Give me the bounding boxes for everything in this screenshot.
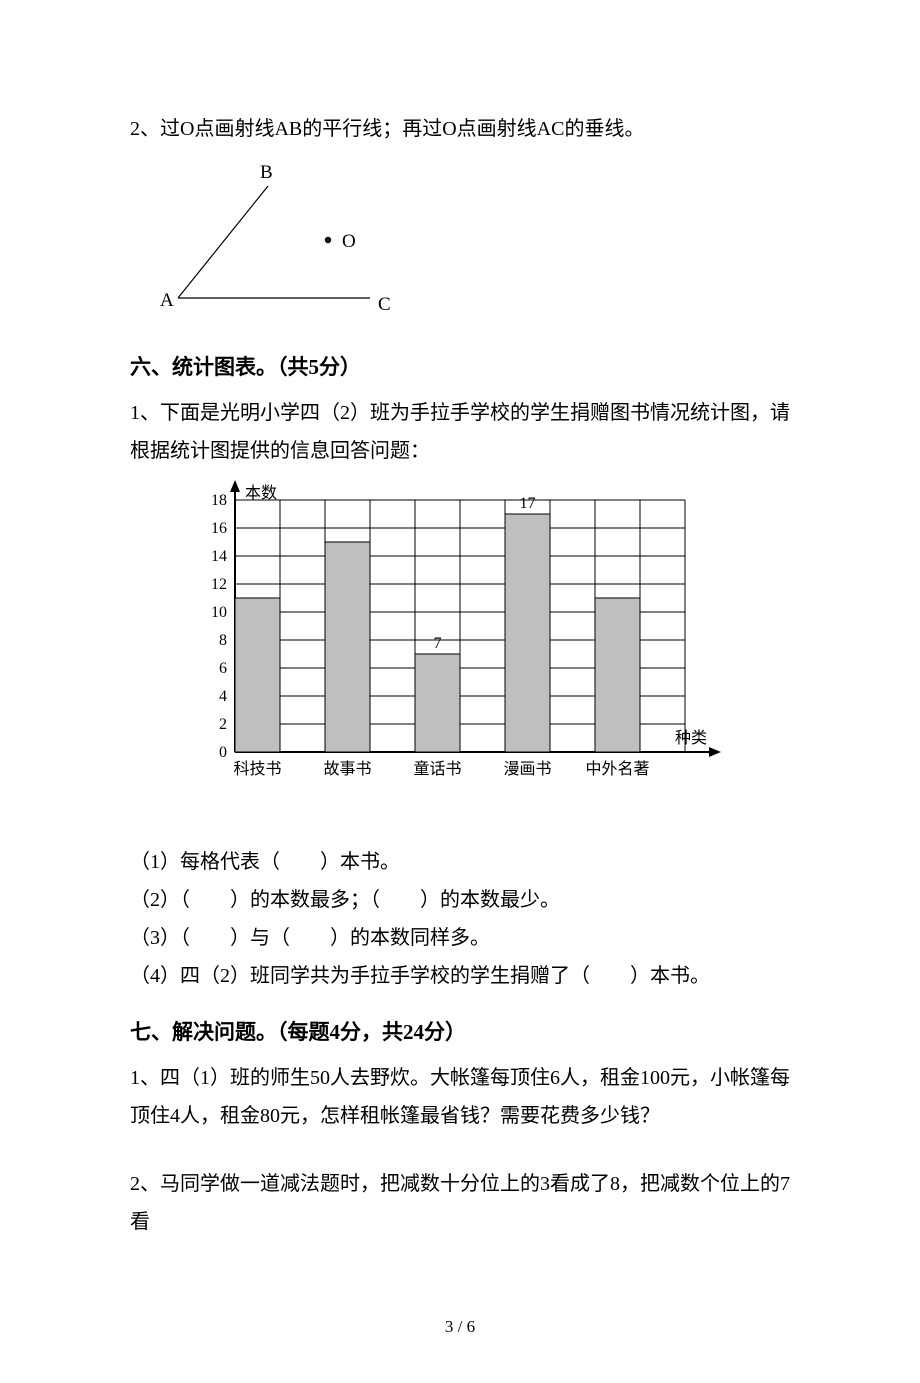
svg-text:本数: 本数	[245, 484, 277, 502]
page-number: 3 / 6	[130, 1311, 790, 1343]
svg-text:6: 6	[219, 660, 227, 677]
svg-text:漫画书: 漫画书	[503, 760, 551, 778]
label-C: C	[378, 294, 391, 315]
svg-text:17: 17	[520, 495, 536, 512]
svg-text:科技书: 科技书	[233, 760, 281, 778]
section6-subq-2: （2）（ ）的本数最多；（ ）的本数最少。	[130, 881, 790, 919]
section7-heading: 七、解决问题。（每题4分，共24分）	[130, 1013, 790, 1053]
q2-geometry-figure: A B C O	[150, 158, 430, 328]
section6-heading: 六、统计图表。（共5分）	[130, 348, 790, 388]
section6-subq-1: （1）每格代表（ ）本书。	[130, 843, 790, 881]
label-B: B	[260, 162, 273, 183]
svg-text:14: 14	[211, 548, 227, 565]
section6-q1-intro: 1、下面是光明小学四（2）班为手拉手学校的学生捐赠图书情况统计图，请根据统计图提…	[130, 394, 790, 470]
section7-q1: 1、四（1）班的师生50人去野炊。大帐篷每顶住6人，租金100元，小帐篷每顶住4…	[130, 1059, 790, 1135]
svg-text:10: 10	[211, 604, 227, 621]
label-O: O	[342, 231, 356, 252]
section7-q2: 2、马同学做一道减法题时，把减数十分位上的3看成了8，把减数个位上的7看	[130, 1165, 790, 1241]
section6-subq-3: （3）（ ）与（ ）的本数同样多。	[130, 919, 790, 957]
svg-text:中外名著: 中外名著	[585, 760, 649, 778]
svg-text:4: 4	[219, 688, 227, 705]
svg-text:16: 16	[211, 520, 227, 537]
svg-text:8: 8	[219, 632, 227, 649]
svg-text:种类: 种类	[675, 729, 707, 747]
svg-text:0: 0	[219, 744, 227, 761]
section6-subq-4: （4）四（2）班同学共为手拉手学校的学生捐赠了（ ）本书。	[130, 957, 790, 995]
svg-text:12: 12	[211, 576, 227, 593]
svg-text:2: 2	[219, 716, 227, 733]
svg-text:7: 7	[434, 635, 442, 652]
svg-text:18: 18	[211, 492, 227, 509]
bar-chart: 0 2 4 6 8 10 12 14 16 18 本数种类科技书 故事书 童话书 7 漫画书 17 中外名著	[180, 480, 740, 820]
svg-text:童话书: 童话书	[413, 759, 461, 778]
svg-text:故事书: 故事书	[323, 760, 371, 778]
q2-text: 2、过O点画射线AB的平行线；再过O点画射线AC的垂线。	[130, 110, 790, 148]
label-A: A	[160, 290, 174, 311]
